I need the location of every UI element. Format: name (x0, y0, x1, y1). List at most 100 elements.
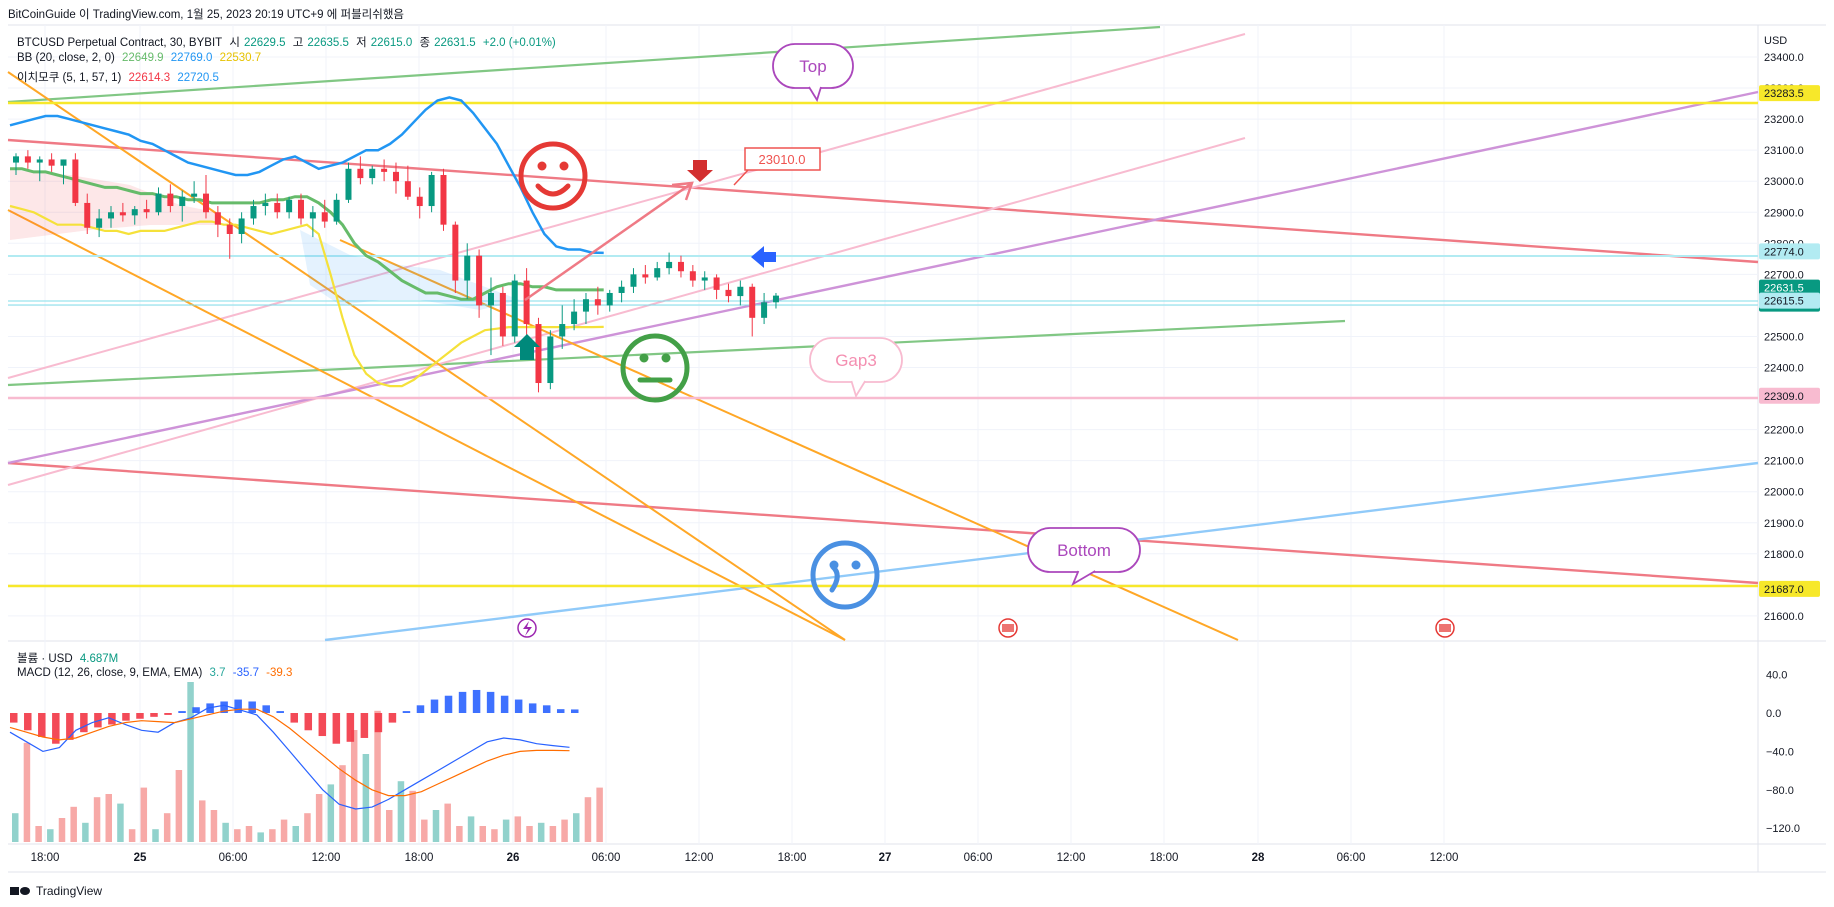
candle-body (452, 224, 459, 281)
macd-hist-bar (318, 713, 327, 737)
macd-hist-bar (514, 699, 523, 713)
candle-body (345, 168, 352, 200)
price-badge-label: 21687.0 (1764, 584, 1804, 596)
volume-bar (23, 742, 31, 842)
macd-hist-bar (10, 713, 18, 723)
volume-macd-pane (9, 682, 603, 842)
volume-value: 4.687M (79, 653, 119, 665)
candle-body (713, 277, 720, 290)
volume-bar (596, 787, 603, 842)
price-tick: 22400.0 (1764, 363, 1804, 375)
main-pane[interactable] (8, 25, 1758, 640)
volume-label: 볼륨 · USD (17, 653, 73, 665)
price-tick: 21900.0 (1764, 518, 1804, 530)
macd-signal-value: -39.3 (266, 667, 293, 679)
volume-bar (292, 826, 299, 842)
neutral-smiley-icon-face (620, 333, 690, 403)
macd-tick: −40.0 (1766, 746, 1794, 758)
time-tick: 12:00 (1430, 852, 1459, 864)
time-tick: 18:00 (1150, 852, 1179, 864)
macd-hist-bar (346, 713, 355, 742)
happy-smiley-icon-eye-right (559, 161, 569, 171)
macd-axis[interactable]: 40.0 0.0 −40.0 −80.0 −120.0 (1766, 670, 1800, 836)
time-tick: 12:00 (685, 852, 714, 864)
bb-lower-value: 22530.7 (219, 52, 262, 64)
candle-body (701, 277, 708, 281)
macd-hist-bar (528, 703, 537, 713)
price-badges: 23283.522774.022631.510:4322615.522309.0… (1759, 85, 1820, 597)
cloud-red (10, 170, 215, 240)
candle-body (309, 212, 316, 219)
macd-hist-bar (192, 707, 200, 713)
price-tick: 22000.0 (1764, 487, 1804, 499)
symbol-legend[interactable]: BTCUSD Perpetual Contract, 30, BYBIT 시 22… (17, 34, 560, 50)
candle-body (84, 202, 91, 228)
projection-arrowhead (671, 181, 694, 201)
bottom-tail (1071, 570, 1096, 587)
time-tick: 06:00 (592, 852, 621, 864)
candle-body (60, 159, 67, 166)
gap-tail (850, 380, 866, 399)
trendline-red-lower (7, 461, 1759, 585)
price-badge (1759, 580, 1820, 597)
volume-bar (514, 816, 522, 842)
ichimoku-legend[interactable]: 이치모쿠 (5, 1, 57, 1) 22614.3 22720.5 (17, 69, 223, 85)
price-badge (1759, 387, 1820, 404)
price-badge-label: 22615.5 (1764, 296, 1804, 308)
annotations-layer[interactable]: Top Gap3 Bottom 23010.0 (514, 43, 1455, 638)
candle-body (238, 218, 245, 234)
candle-body (535, 324, 542, 384)
open-label: 시 (229, 37, 240, 49)
candle-body (13, 156, 19, 163)
volume-bar (117, 803, 124, 842)
macd-hist-bar (444, 695, 453, 713)
time-tick: 25 (134, 852, 147, 864)
ichimoku-label: 이치모쿠 (5, 1, 57, 1) (17, 72, 122, 84)
drawings-layer[interactable] (7, 25, 1759, 642)
macd-hist-bar (571, 709, 579, 713)
down-arrow-icon (687, 160, 713, 182)
volume-bar (222, 822, 229, 842)
macd-label: MACD (12, 26, close, 9, EMA, EMA) (17, 667, 203, 679)
candle-body (594, 299, 601, 306)
time-axis[interactable]: 18:00 25 06:00 12:00 18:00 26 06:00 12:00 18:00 2… (31, 852, 1459, 864)
publish-attribution: BitCoinGuide 이 TradingView.com, 1월 25, 2… (8, 9, 404, 21)
candle-body (749, 286, 756, 318)
time-tick: 27 (879, 852, 892, 864)
volume-bar (374, 710, 381, 842)
price-badge-label: 22774.0 (1764, 246, 1804, 258)
macd-hist-bar (24, 713, 32, 731)
volume-bar (339, 765, 346, 842)
macd-tick: 0.0 (1766, 708, 1781, 720)
price-tick: 22700.0 (1764, 269, 1804, 281)
volume-bar (140, 787, 148, 842)
bb-legend[interactable]: BB (20, close, 2, 0) 22649.9 22769.0 225… (17, 52, 265, 64)
ichimoku-cloud (10, 170, 520, 310)
macd-hist-bar (136, 713, 144, 719)
macd-hist-bar (458, 691, 467, 713)
price-tick: 21600.0 (1764, 611, 1804, 623)
volume-legend[interactable]: 볼륨 · USD 4.687M (17, 650, 122, 666)
candle-body (547, 336, 554, 384)
volume-bar (526, 826, 533, 842)
ichimoku-a-value: 22614.3 (128, 72, 171, 84)
bb-upper-value: 22769.0 (170, 52, 213, 64)
time-tick: 06:00 (964, 852, 993, 864)
time-tick: 18:00 (778, 852, 807, 864)
time-tick: 26 (507, 852, 520, 864)
time-tick: 12:00 (312, 852, 341, 864)
candle-body (428, 174, 435, 207)
macd-hist-bar (248, 701, 256, 713)
bb-basis-line (10, 167, 604, 301)
price-badge-label: 23283.5 (1764, 88, 1804, 100)
macd-line (9, 704, 570, 810)
footer[interactable]: TradingView (10, 884, 102, 898)
price-axis[interactable]: USD23400.023300.023200.023100.023000.022… (1764, 35, 1804, 623)
volume-bar (573, 813, 580, 842)
macd-hist-value: 3.7 (209, 667, 226, 679)
macd-legend[interactable]: MACD (12, 26, close, 9, EMA, EMA) 3.7 -3… (17, 667, 296, 679)
macd-hist-bar (164, 713, 172, 715)
macd-hist-bar (122, 713, 130, 721)
target-box (744, 147, 821, 171)
